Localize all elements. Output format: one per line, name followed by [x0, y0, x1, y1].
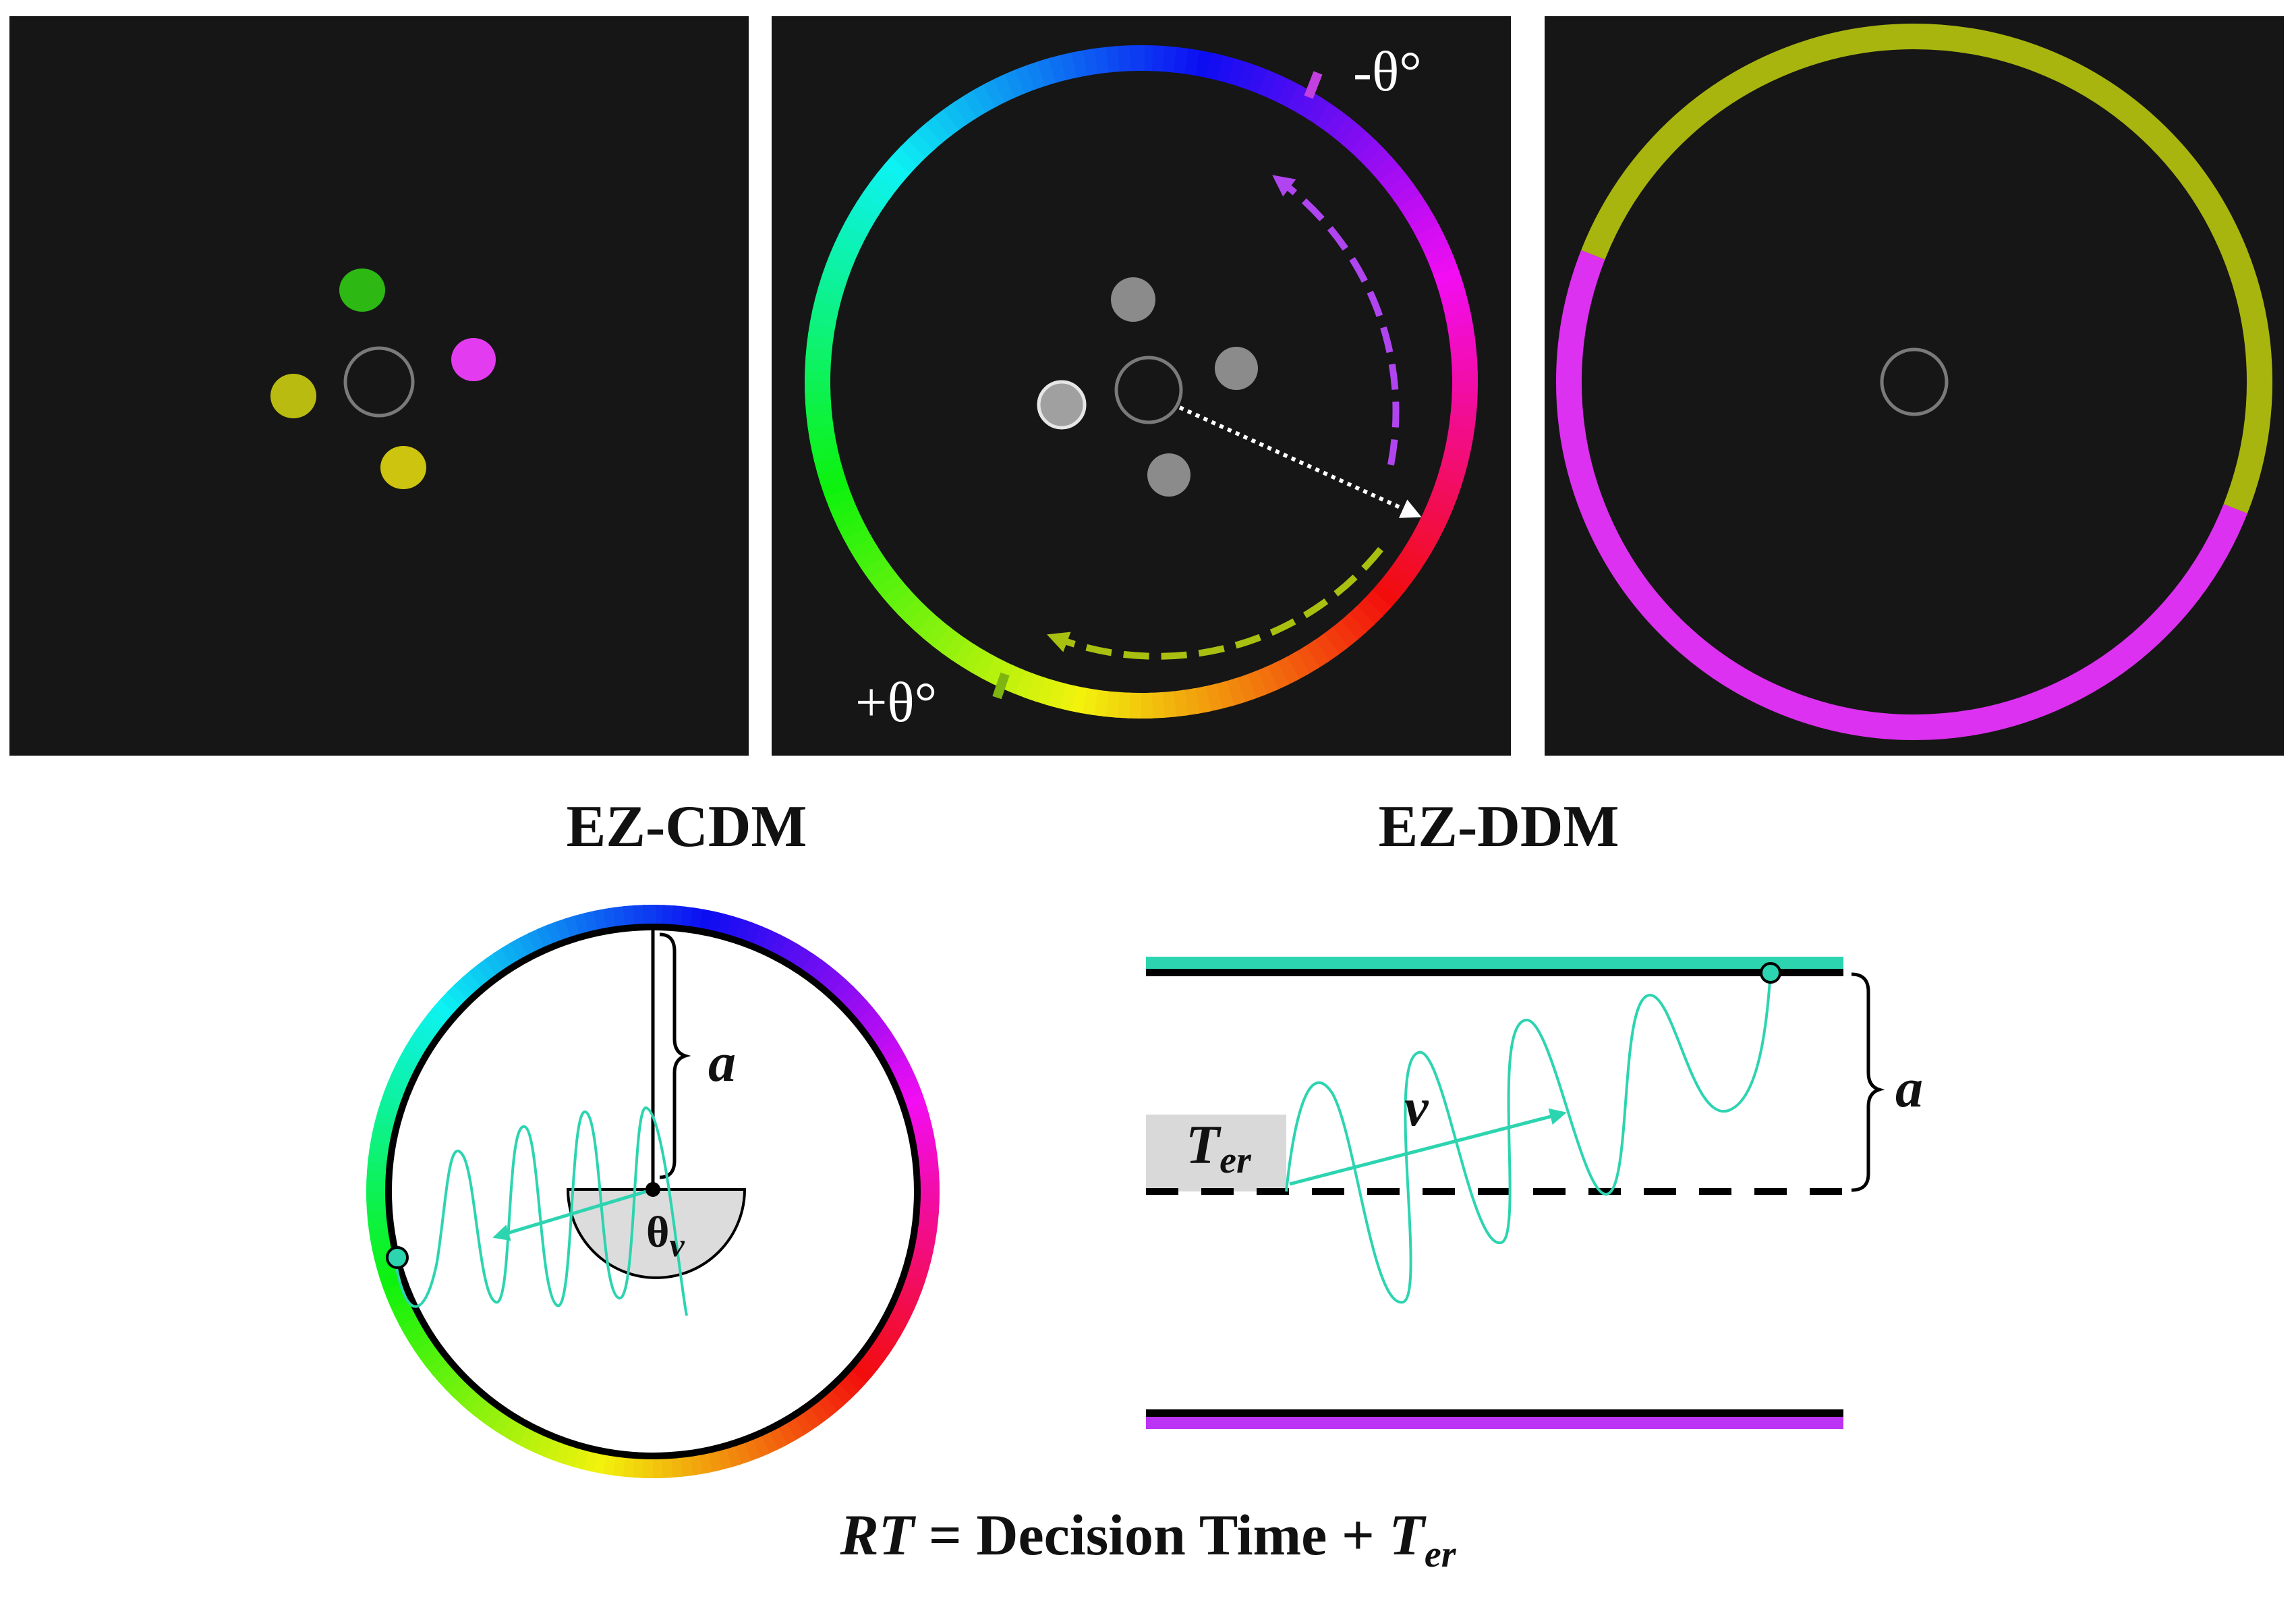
cdm-boundary-brace: [659, 932, 691, 1179]
fixation-circle: [343, 346, 415, 418]
ddm-nondecision-box: [1146, 1115, 1286, 1191]
ddm-lower-color-bar: [1146, 1417, 1843, 1429]
ddm-lower-boundary: [1146, 1409, 1843, 1417]
memory-array-svg: [270, 269, 496, 489]
cdm-boundary-label: a: [708, 1032, 736, 1093]
fixation-circle: [1114, 356, 1183, 424]
color-wheel-panel: -θ° +θ°: [772, 16, 1511, 756]
ddm-boundary-brace: [1851, 972, 1885, 1192]
cdm-hit-point: [386, 1246, 409, 1269]
binary-wheel-svg: [1555, 23, 2273, 741]
ddm-diagram: Ter v a: [1146, 957, 1923, 1429]
ring-segment-olive: [1581, 23, 2273, 514]
formula-ter: T: [1389, 1502, 1425, 1567]
clockwise-error-arrow: [1047, 546, 1383, 660]
cdm-start-point: [645, 1182, 660, 1197]
binary-wheel-panel: [1545, 16, 2284, 756]
formula-ter-sub: er: [1424, 1534, 1456, 1575]
cdm-diagram: a θv: [366, 904, 940, 1479]
stimulus-magenta-dot: [451, 338, 496, 381]
cdm-title: EZ-CDM: [566, 794, 807, 860]
plus-theta-label: +θ°: [855, 671, 937, 734]
ddm-boundary-label: a: [1895, 1057, 1923, 1119]
ddm-random-walk: [1285, 971, 1772, 1304]
ddm-drift-arrow: [1289, 1108, 1567, 1186]
cdm-random-walk: [393, 1106, 688, 1316]
rt-formula: RT = Decision Time + Ter: [840, 1501, 1456, 1576]
probe-disc-bottom: [1147, 453, 1190, 497]
plus-theta-tick: [992, 672, 1010, 700]
minus-theta-label: -θ°: [1353, 40, 1422, 103]
memory-array-panel: [9, 16, 749, 756]
formula-rt: RT: [840, 1502, 915, 1567]
hue-ring: [805, 45, 1479, 719]
color-wheel-svg: -θ° +θ°: [805, 40, 1479, 734]
cdm-angle-label: θv: [646, 1208, 685, 1264]
probe-disc-left-highlighted: [1037, 380, 1087, 430]
ddm-hit-point: [1760, 962, 1781, 984]
ddm-title: EZ-DDM: [1378, 794, 1619, 860]
fixation-circle: [1880, 347, 1949, 416]
counterclockwise-error-arrow: [1272, 175, 1400, 466]
ddm-upper-color-bar: [1146, 957, 1843, 969]
cdm-drift-arrow: [492, 1187, 654, 1241]
ring-segment-magenta: [1555, 250, 2247, 741]
probe-disc-top: [1111, 277, 1155, 322]
probe-disc-right: [1215, 347, 1258, 390]
ddm-upper-boundary: [1146, 969, 1843, 976]
stimulus-yellow-dot: [380, 446, 426, 489]
minus-theta-tick: [1304, 71, 1323, 99]
formula-middle: = Decision Time +: [914, 1502, 1389, 1567]
stimulus-olive-dot: [270, 374, 316, 418]
cdm-hue-ring: [366, 904, 940, 1479]
ddm-drift-label: v: [1404, 1078, 1429, 1137]
ddm-nondecision-label: Ter: [1186, 1114, 1252, 1181]
stimulus-green-dot: [339, 269, 385, 312]
cdm-angle-wedge: [566, 1188, 747, 1279]
